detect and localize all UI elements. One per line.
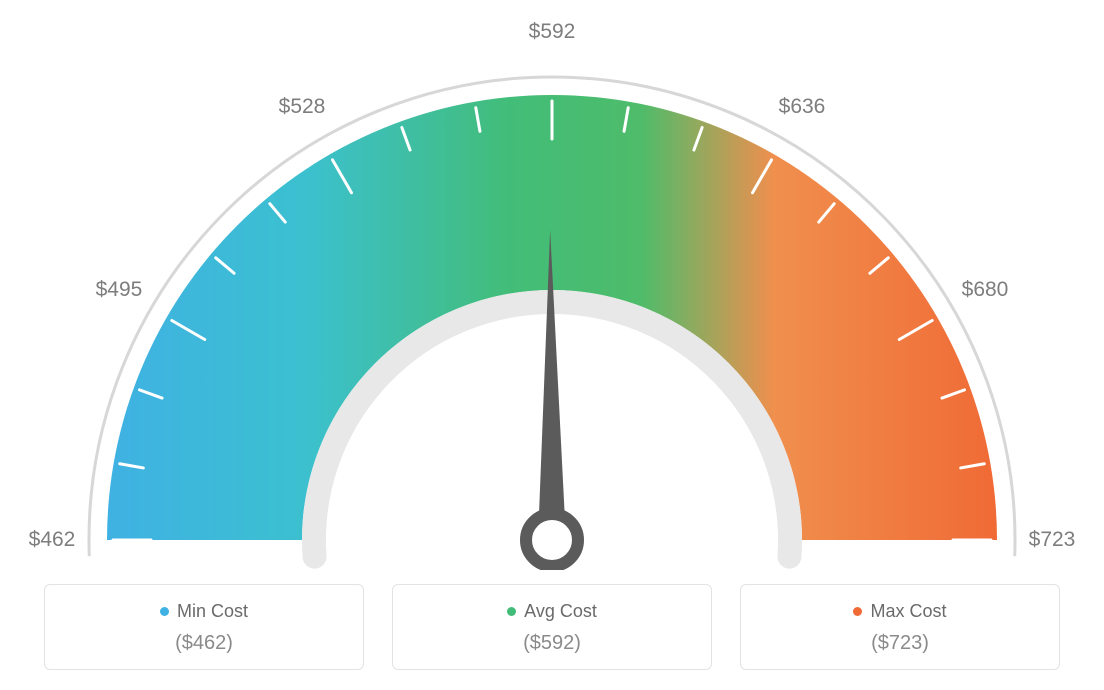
max-cost-card: Max Cost ($723) <box>740 584 1060 670</box>
min-cost-card: Min Cost ($462) <box>44 584 364 670</box>
min-dot-icon <box>160 607 169 616</box>
tick-label: $636 <box>779 95 826 119</box>
avg-cost-header: Avg Cost <box>405 601 699 622</box>
min-cost-header: Min Cost <box>57 601 351 622</box>
avg-cost-card: Avg Cost ($592) <box>392 584 712 670</box>
tick-label: $528 <box>279 95 326 119</box>
tick-label: $723 <box>1029 528 1076 552</box>
avg-dot-icon <box>507 607 516 616</box>
max-cost-header: Max Cost <box>753 601 1047 622</box>
tick-label: $462 <box>29 528 76 552</box>
max-cost-label: Max Cost <box>870 601 946 622</box>
min-cost-label: Min Cost <box>177 601 248 622</box>
min-cost-value: ($462) <box>57 632 351 655</box>
avg-cost-label: Avg Cost <box>524 601 597 622</box>
max-cost-value: ($723) <box>753 632 1047 655</box>
tick-label: $495 <box>96 278 143 302</box>
gauge-area: $462 $495 $528 $592 $636 $680 $723 <box>0 0 1104 570</box>
tick-label: $680 <box>962 278 1009 302</box>
gauge-chart-container: $462 $495 $528 $592 $636 $680 $723 Min Cost ($… <box>0 0 1104 690</box>
avg-cost-value: ($592) <box>405 632 699 655</box>
tick-label: $592 <box>529 20 576 44</box>
gauge-svg <box>0 0 1104 570</box>
summary-cards: Min Cost ($462) Avg Cost ($592) Max Cost… <box>40 584 1064 670</box>
max-dot-icon <box>853 607 862 616</box>
